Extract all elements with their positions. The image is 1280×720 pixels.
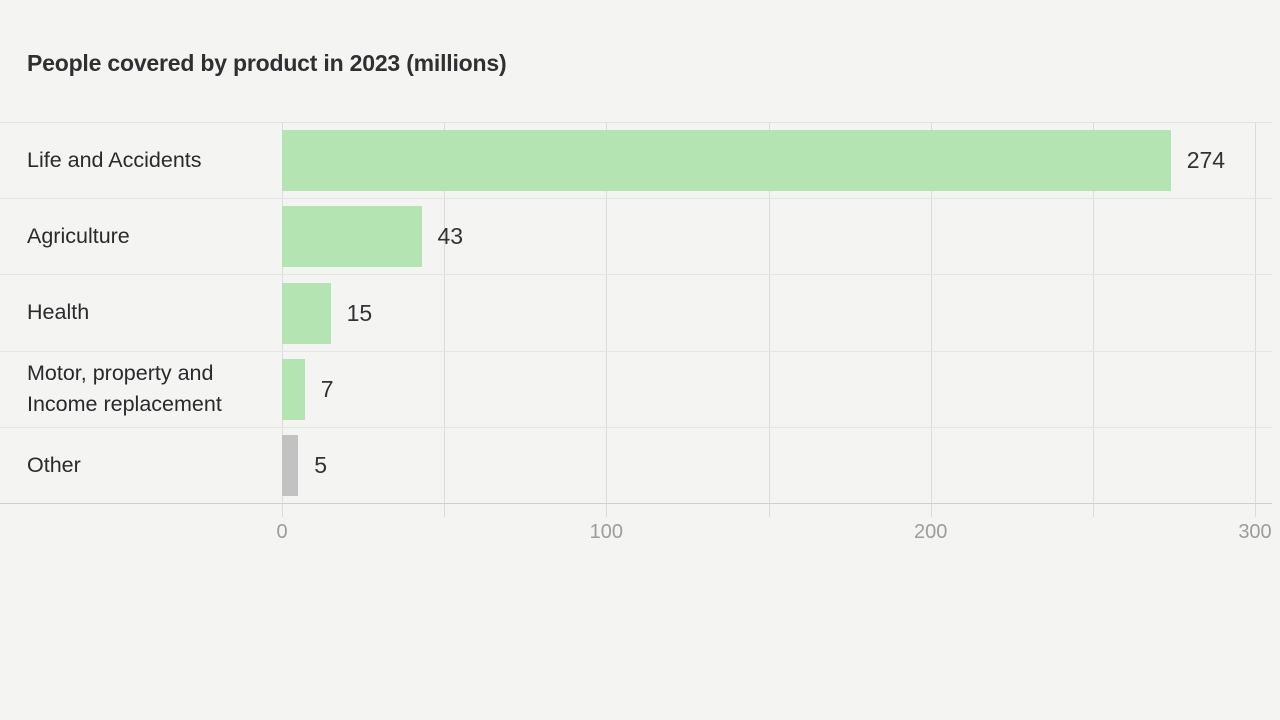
gridline (1092, 123, 1094, 517)
value-label: 274 (1186, 147, 1226, 174)
chart-title: People covered by product in 2023 (milli… (27, 50, 507, 76)
bar (282, 282, 331, 344)
category-label: Life and Accidents (27, 148, 202, 173)
category-label: Agriculture (27, 224, 130, 249)
bar-cell: 7 (282, 352, 1272, 427)
x-tick-label: 100 (589, 521, 623, 543)
bar-row: Health 15 (0, 275, 1272, 352)
gridline (1255, 123, 1256, 517)
category-label: Health (27, 300, 90, 325)
value-label: 7 (320, 375, 334, 402)
bar (282, 358, 305, 420)
bar (282, 130, 1171, 192)
category-label: Motor, property and Income replacement (27, 361, 222, 417)
bar-cell: 15 (282, 275, 1272, 350)
bar-row: Agriculture 43 (0, 199, 1272, 276)
category-label: Other (27, 452, 81, 477)
bar-row: Motor, property and Income replacement 7 (0, 352, 1272, 428)
plot-area: Life and Accidents 274 Agriculture 43 He… (0, 122, 1272, 517)
x-tick-label: 0 (276, 521, 288, 543)
value-label: 43 (437, 223, 464, 250)
chart-rows: Life and Accidents 274 Agriculture 43 He… (0, 123, 1272, 505)
bar (282, 434, 299, 496)
bar-row: Other 5 (0, 428, 1272, 505)
bar (282, 206, 422, 268)
gridline (930, 123, 932, 517)
gridline (444, 123, 446, 517)
value-label: 15 (346, 299, 373, 326)
value-label: 5 (314, 451, 327, 478)
gridline (606, 123, 608, 517)
bar-row: Life and Accidents 274 (0, 123, 1272, 200)
x-axis: 0 100 200 300 (276, 521, 1271, 547)
bar-cell: 43 (282, 199, 1272, 274)
x-tick-label: 300 (1238, 521, 1272, 543)
bar-cell: 5 (282, 428, 1272, 503)
bar-cell: 274 (282, 123, 1272, 198)
gridline (768, 123, 770, 517)
x-tick-label: 200 (914, 521, 948, 543)
